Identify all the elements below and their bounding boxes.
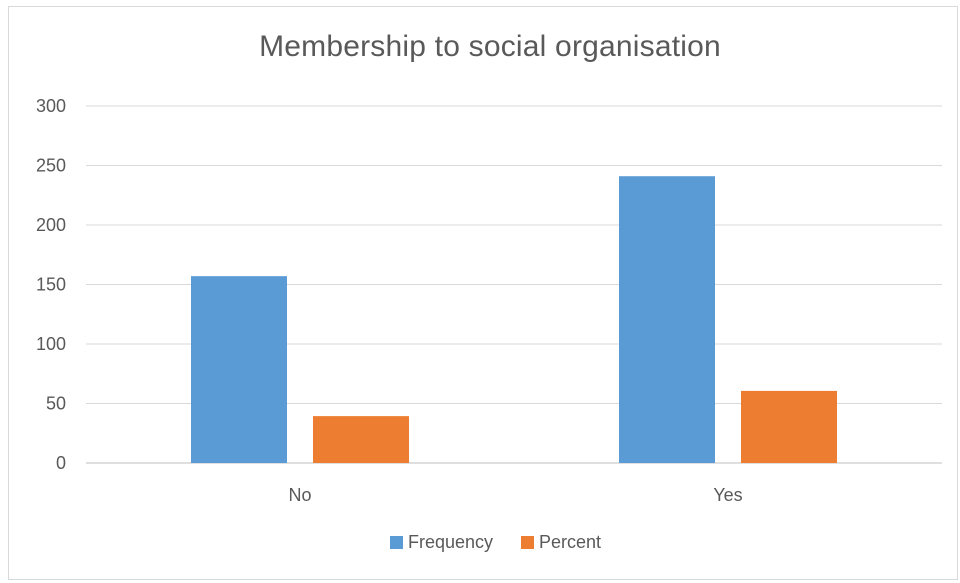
legend-swatch-frequency [390,536,403,549]
y-tick-label: 200 [36,215,66,235]
y-tick-label: 300 [36,96,66,116]
legend-label-frequency: Frequency [408,532,493,552]
chart-frame [8,6,958,580]
y-tick-label: 50 [46,394,66,414]
legend-label-percent: Percent [539,532,601,552]
x-tick-label: No [288,485,311,505]
bar-frequency-no [191,276,287,463]
bar-frequency-yes [619,176,715,463]
legend-swatch-percent [521,536,534,549]
y-tick-label: 250 [36,156,66,176]
y-tick-label: 0 [56,453,66,473]
chart-title: Membership to social organisation [259,30,721,63]
x-tick-label: Yes [713,485,742,505]
bar-percent-no [313,416,409,463]
y-tick-label: 150 [36,275,66,295]
bar-percent-yes [741,390,837,463]
y-tick-label: 100 [36,334,66,354]
